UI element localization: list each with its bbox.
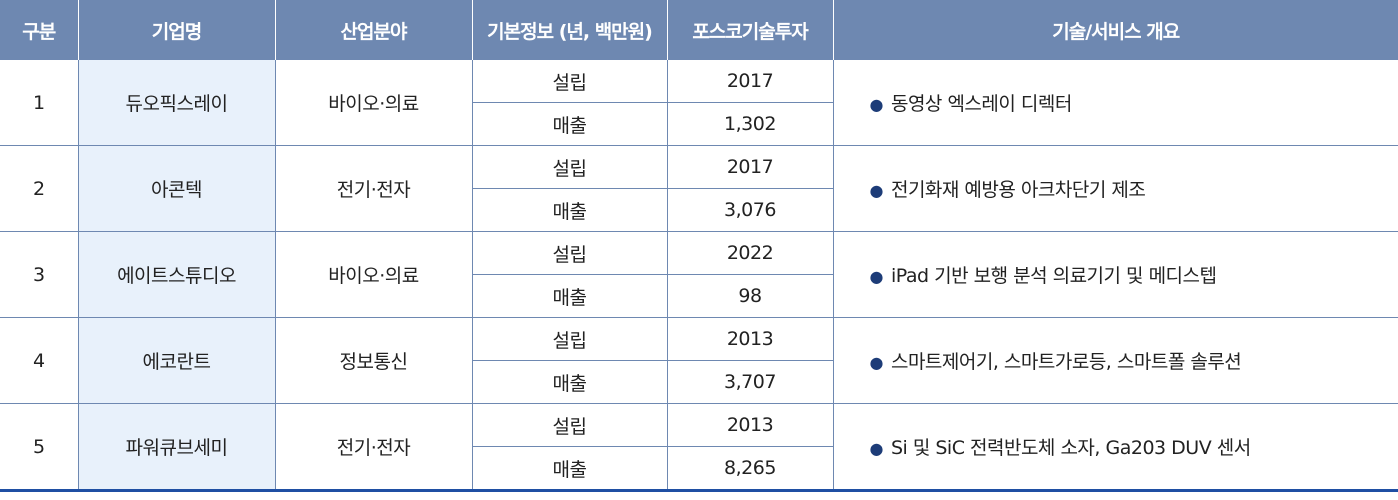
founded-value: 2013	[667, 317, 834, 361]
header-row: 구분 기업명 산업분야 기본정보 (년, 백만원) 포스코기술투자 기술/서비스…	[0, 0, 1398, 60]
row-number: 2	[0, 145, 79, 232]
header-industry: 산업분야	[275, 0, 473, 60]
overview-text: Si 및 SiC 전력반도체 소자, Ga203 DUV 센서	[890, 437, 1251, 459]
header-company: 기업명	[78, 0, 276, 60]
overview-text: 스마트제어기, 스마트가로등, 스마트폴 솔루션	[890, 351, 1242, 373]
table-subrow: 매출 3,076	[0, 188, 1398, 232]
revenue-label: 매출	[472, 446, 668, 492]
table-subrow: 매출 98	[0, 274, 1398, 318]
overview-cell: ● Si 및 SiC 전력반도체 소자, Ga203 DUV 센서	[833, 403, 1398, 492]
bullet-icon: ●	[869, 95, 884, 114]
founded-value: 2022	[667, 231, 834, 275]
founded-label: 설립	[472, 403, 668, 447]
industry: 전기·전자	[275, 145, 473, 232]
industry: 바이오·의료	[275, 60, 473, 146]
revenue-value: 3,707	[667, 360, 834, 404]
founded-label: 설립	[472, 317, 668, 361]
revenue-label: 매출	[472, 102, 668, 146]
overview-text: 동영상 엑스레이 디렉터	[890, 93, 1072, 115]
founded-label: 설립	[472, 231, 668, 275]
overview-cell: ● iPad 기반 보행 분석 의료기기 및 메디스텝	[833, 231, 1398, 318]
overview-text: 전기화재 예방용 아크차단기 제조	[890, 179, 1146, 201]
revenue-label: 매출	[472, 188, 668, 232]
industry: 정보통신	[275, 317, 473, 404]
revenue-value: 8,265	[667, 446, 834, 492]
company-name: 아콘텍	[78, 145, 276, 232]
revenue-label: 매출	[472, 360, 668, 404]
bullet-icon: ●	[869, 267, 884, 286]
founded-value: 2017	[667, 60, 834, 103]
bullet-icon: ●	[869, 181, 884, 200]
company-name: 에코란트	[78, 317, 276, 404]
founded-label: 설립	[472, 145, 668, 189]
revenue-label: 매출	[472, 274, 668, 318]
table-row: 4 에코란트 정보통신 설립 2013 ● 스마트제어기, 스마트가로등, 스마트…	[0, 317, 1398, 404]
row-number: 5	[0, 403, 79, 492]
overview-cell: ● 전기화재 예방용 아크차단기 제조	[833, 145, 1398, 232]
founded-value: 2013	[667, 403, 834, 447]
table-row: 2 아콘텍 전기·전자 설립 2017 ● 전기화재 예방용 아크차단기 제조	[0, 145, 1398, 232]
table-row: 1 듀오픽스레이 바이오·의료 설립 2017 ● 동영상 엑스레이 디렉터	[0, 60, 1398, 146]
bullet-icon: ●	[869, 353, 884, 372]
table-subrow: 매출 8,265	[0, 446, 1398, 492]
industry: 전기·전자	[275, 403, 473, 492]
revenue-value: 3,076	[667, 188, 834, 232]
table-row: 5 파워큐브세미 전기·전자 설립 2013 ● Si 및 SiC 전력반도체 소…	[0, 403, 1398, 492]
header-no: 구분	[0, 0, 79, 60]
header-overview: 기술/서비스 개요	[833, 0, 1398, 60]
overview-text: iPad 기반 보행 분석 의료기기 및 메디스텝	[890, 265, 1217, 287]
industry: 바이오·의료	[275, 231, 473, 318]
revenue-value: 98	[667, 274, 834, 318]
overview-cell: ● 스마트제어기, 스마트가로등, 스마트폴 솔루션	[833, 317, 1398, 404]
row-number: 3	[0, 231, 79, 318]
table-subrow: 매출 1,302	[0, 102, 1398, 146]
table-subrow: 매출 3,707	[0, 360, 1398, 404]
row-number: 1	[0, 60, 79, 146]
company-name: 파워큐브세미	[78, 403, 276, 492]
header-basic-info: 기본정보 (년, 백만원)	[472, 0, 668, 60]
company-name: 듀오픽스레이	[78, 60, 276, 146]
founded-label: 설립	[472, 60, 668, 103]
table-row: 3 에이트스튜디오 바이오·의료 설립 2022 ● iPad 기반 보행 분석 …	[0, 231, 1398, 318]
founded-value: 2017	[667, 145, 834, 189]
overview-cell: ● 동영상 엑스레이 디렉터	[833, 60, 1398, 146]
bullet-icon: ●	[869, 439, 884, 458]
row-number: 4	[0, 317, 79, 404]
revenue-value: 1,302	[667, 102, 834, 146]
header-investment: 포스코기술투자	[667, 0, 834, 60]
company-name: 에이트스튜디오	[78, 231, 276, 318]
